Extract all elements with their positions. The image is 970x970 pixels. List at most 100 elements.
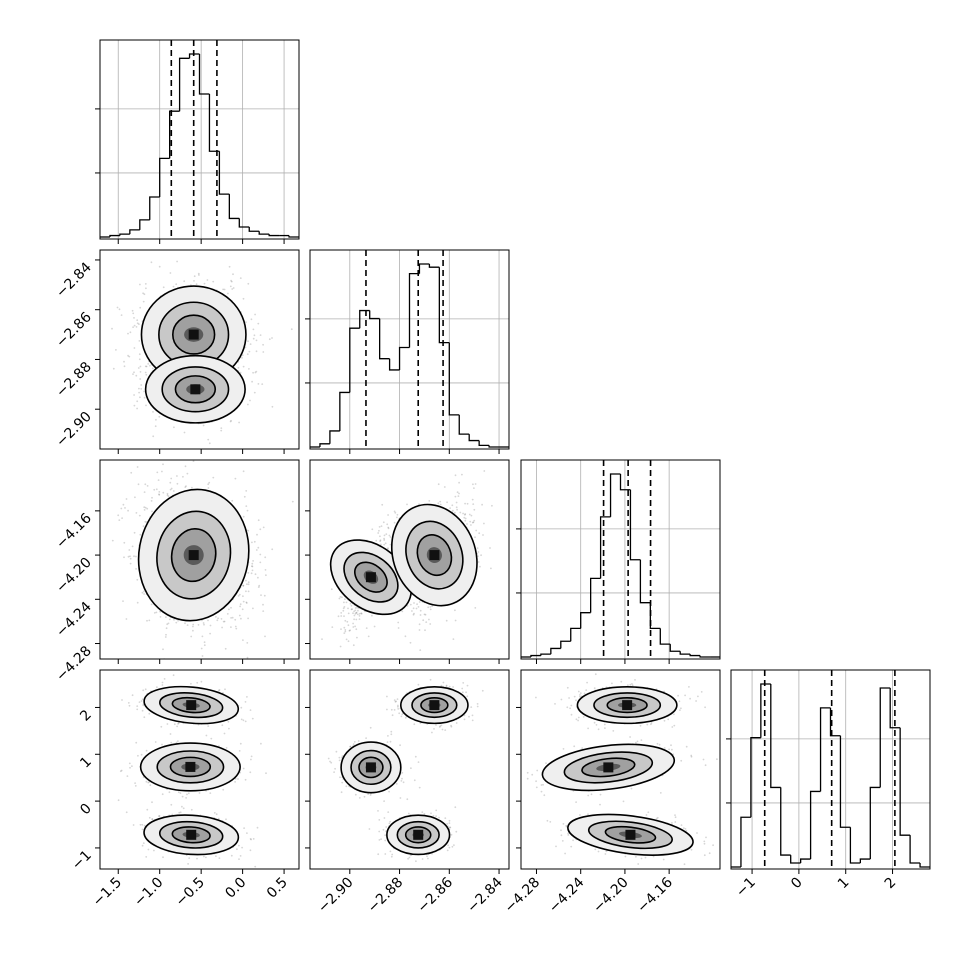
scatter-point	[245, 590, 247, 593]
scatter-point	[207, 487, 210, 489]
scatter-point	[133, 394, 136, 396]
hist-2-bin-17	[689, 654, 701, 657]
scatter-point	[242, 365, 245, 368]
hist-0-bin-10	[198, 54, 210, 95]
scatter-point	[240, 617, 242, 620]
scatter-point	[143, 506, 146, 509]
scatter-point	[271, 548, 274, 551]
scatter-point	[132, 373, 134, 375]
scatter-point	[111, 327, 113, 330]
scatter-point	[134, 496, 136, 499]
scatter-point	[154, 741, 157, 743]
hist-0-bin-14	[238, 218, 250, 228]
scatter-point	[136, 322, 139, 325]
scatter-point	[192, 629, 194, 632]
hist-1-bin-11	[418, 263, 430, 274]
scatter-point	[144, 506, 147, 509]
panel-2-1-plot-area	[321, 470, 493, 651]
scatter-point	[144, 520, 147, 523]
scatter-point	[158, 491, 161, 493]
scatter-point	[212, 476, 215, 479]
scatter-point	[136, 578, 139, 581]
scatter-point	[223, 620, 226, 623]
panel-1-1-plot-area	[310, 250, 509, 449]
scatter-point	[480, 554, 482, 557]
hist-0-bin-1	[109, 234, 120, 237]
hist-0-bin-6	[159, 157, 170, 197]
scatter-point	[415, 607, 418, 610]
scatter-point	[220, 618, 223, 620]
scatter-point	[257, 519, 260, 522]
scatter-point	[358, 612, 361, 615]
scatter-point	[139, 371, 142, 373]
scatter-point	[254, 573, 257, 576]
scatter-point	[246, 509, 249, 512]
scatter-point	[239, 605, 242, 608]
scatter-point	[418, 601, 421, 603]
scatter-point	[203, 855, 205, 858]
scatter-point	[252, 607, 254, 610]
scatter-point	[115, 349, 117, 351]
scatter-point	[238, 614, 241, 617]
hist-2-bin-11	[629, 489, 641, 561]
scatter-point	[183, 431, 186, 434]
scatter-point	[356, 606, 359, 609]
hist-1-bin-13	[438, 267, 450, 344]
hist-2-bin-14	[659, 628, 671, 645]
scatter-point	[193, 280, 195, 282]
scatter-point	[394, 511, 397, 514]
scatter-point	[123, 365, 126, 368]
scatter-point	[239, 603, 242, 606]
scatter-point	[155, 418, 157, 421]
scatter-point	[427, 606, 430, 609]
scatter-point	[151, 367, 154, 370]
scatter-point	[122, 503, 125, 506]
scatter-point	[153, 440, 155, 442]
scatter-point	[464, 513, 467, 515]
scatter-point	[162, 648, 164, 651]
scatter-point	[162, 856, 164, 859]
scatter-point	[170, 487, 173, 490]
scatter-point	[221, 724, 224, 727]
scatter-point	[133, 324, 136, 327]
scatter-point	[151, 496, 153, 499]
hist-2-bin-9	[609, 473, 621, 517]
scatter-point	[344, 598, 346, 601]
scatter-point	[355, 611, 358, 614]
scatter-point	[151, 510, 153, 513]
scatter-point	[146, 808, 149, 811]
scatter-point	[251, 569, 254, 572]
hist-2-bin-4	[560, 640, 571, 649]
scatter-point	[454, 511, 456, 514]
scatter-point	[358, 615, 361, 617]
hist-1-bin-16	[468, 434, 480, 442]
scatter-point	[424, 613, 427, 616]
scatter-point	[247, 590, 250, 593]
scatter-point	[132, 312, 135, 315]
scatter-point	[352, 626, 355, 628]
scatter-point	[268, 338, 271, 341]
scatter-point	[346, 620, 349, 623]
scatter-point	[249, 709, 252, 711]
scatter-point	[156, 471, 159, 474]
scatter-point	[149, 784, 152, 787]
scatter-point	[424, 629, 426, 632]
scatter-point	[130, 471, 133, 474]
scatter-point	[250, 318, 253, 321]
scatter-point	[371, 614, 373, 617]
scatter-point	[375, 539, 378, 542]
scatter-point	[339, 596, 342, 598]
scatter-point	[129, 562, 132, 565]
scatter-point	[458, 492, 460, 495]
scatter-point	[111, 539, 114, 542]
scatter-point	[354, 625, 356, 628]
scatter-point	[257, 546, 260, 549]
scatter-point	[139, 306, 142, 309]
scatter-point	[234, 618, 237, 621]
scatter-point	[153, 488, 156, 491]
scatter-point	[230, 617, 233, 619]
scatter-point	[367, 635, 370, 638]
scatter-point	[157, 479, 160, 481]
hist-2-bin-12	[639, 559, 651, 604]
hist-1-bin-17	[478, 440, 490, 447]
